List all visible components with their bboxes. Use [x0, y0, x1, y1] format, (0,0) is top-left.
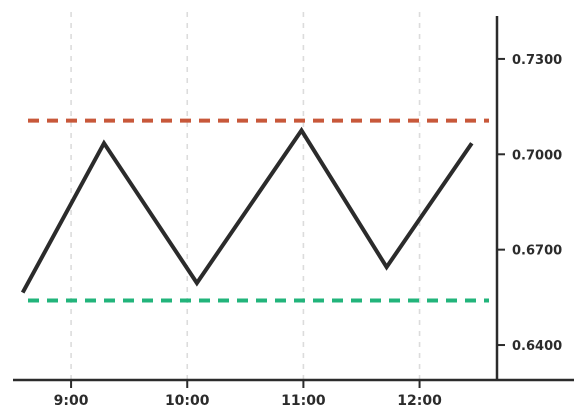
x-tick-label-3: 12:00	[397, 393, 442, 409]
series-line-0	[20, 126, 474, 294]
y-tick-label-1: 0.6700	[512, 244, 562, 259]
x-tick-label-1: 10:00	[165, 393, 210, 409]
y-tick-label-0: 0.6400	[512, 339, 562, 354]
axes	[13, 16, 574, 382]
y-axis-ticks: 0.6400 0.6700 0.7000 0.7300	[497, 53, 562, 354]
x-axis-ticks: 9:00 10:00 11:00 12:00	[54, 380, 442, 409]
y-tick-label-3: 0.7300	[512, 53, 562, 68]
vertical-gridlines	[70, 12, 421, 380]
x-tick-label-0: 9:00	[54, 393, 89, 409]
x-tick-label-2: 11:00	[281, 393, 326, 409]
reference-lines	[28, 118, 489, 303]
series-group	[20, 126, 474, 294]
y-tick-label-2: 0.7000	[512, 148, 562, 163]
